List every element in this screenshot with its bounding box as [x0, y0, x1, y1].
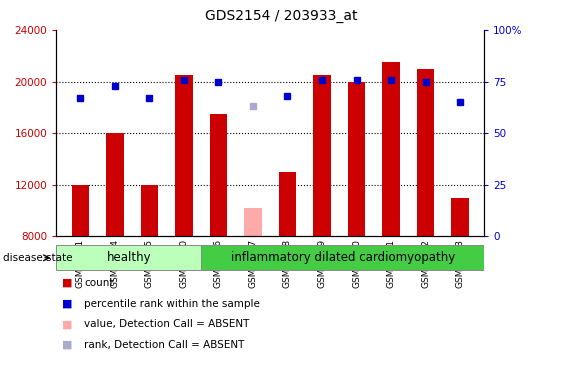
Text: ■: ■ [62, 278, 73, 288]
Bar [244, 208, 262, 236]
Text: percentile rank within the sample: percentile rank within the sample [84, 299, 260, 309]
Bar [279, 172, 296, 236]
Bar [314, 75, 330, 236]
Text: ■: ■ [62, 299, 73, 309]
Text: disease state: disease state [3, 253, 72, 263]
Text: inflammatory dilated cardiomyopathy: inflammatory dilated cardiomyopathy [231, 251, 455, 264]
Text: rank, Detection Call = ABSENT: rank, Detection Call = ABSENT [84, 340, 245, 350]
Text: value, Detection Call = ABSENT: value, Detection Call = ABSENT [84, 320, 250, 329]
Bar [348, 82, 365, 236]
Text: ■: ■ [62, 320, 73, 329]
Text: ■: ■ [62, 340, 73, 350]
Text: count: count [84, 278, 114, 288]
Bar [141, 185, 158, 236]
Bar [452, 198, 468, 236]
Bar [175, 75, 193, 236]
Bar [72, 185, 89, 236]
Bar [106, 133, 124, 236]
Text: GDS2154 / 203933_at: GDS2154 / 203933_at [205, 9, 358, 23]
Bar [56, 245, 201, 270]
Bar [210, 114, 227, 236]
Bar [382, 62, 400, 236]
Text: healthy: healthy [106, 251, 151, 264]
Bar [201, 245, 484, 270]
Bar [417, 69, 434, 236]
